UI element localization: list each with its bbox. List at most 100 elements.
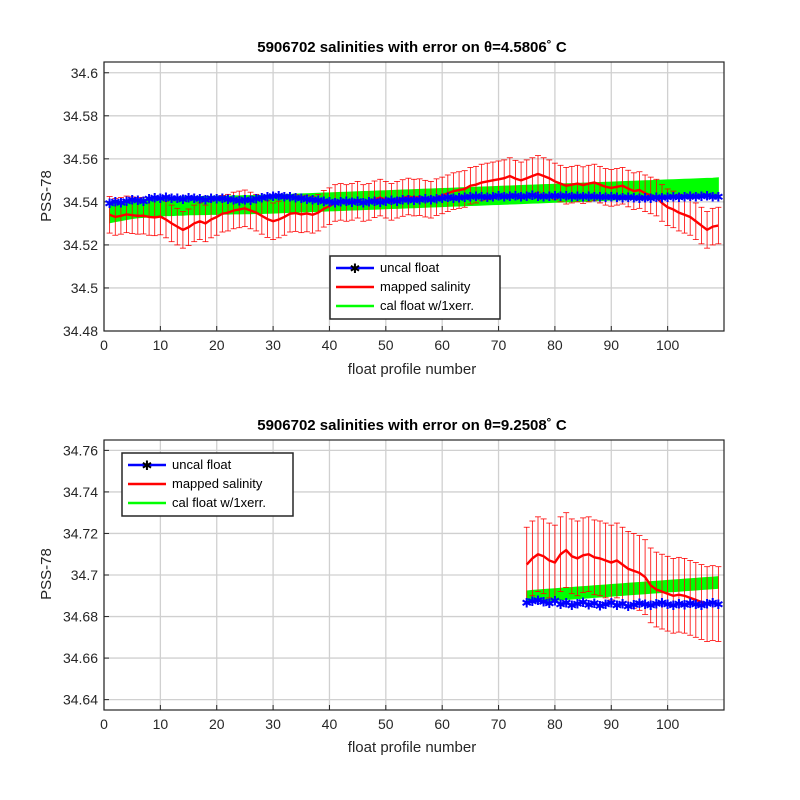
top-uncal-float-point: ✱ — [471, 190, 482, 205]
top-axes-box — [103, 61, 725, 332]
bottom-x-tick-label: 50 — [378, 716, 394, 732]
top-uncal-float-point: ✱ — [268, 190, 279, 205]
top-uncal-float-point: ✱ — [245, 194, 256, 209]
top-x-tick-label: 10 — [153, 337, 169, 353]
top-uncal-float-point: ✱ — [437, 192, 448, 207]
bottom-x-tick-label: 70 — [491, 716, 507, 732]
bottom-x-tick-label: 100 — [656, 716, 680, 732]
bottom-x-tick-label: 0 — [100, 716, 108, 732]
top-uncal-float-point: ✱ — [239, 193, 250, 208]
top-uncal-float-point: ✱ — [369, 195, 380, 210]
top-y-axis-label: PSS-78 — [38, 170, 55, 222]
top-uncal-float-point: ✱ — [256, 192, 267, 207]
top-uncal-float-point: ✱ — [533, 190, 544, 205]
bottom-y-tick-label: 34.76 — [63, 442, 98, 458]
top-uncal-float-point: ✱ — [296, 192, 307, 207]
top-uncal-float-line — [109, 194, 719, 205]
top-uncal-float-point: ✱ — [707, 190, 718, 205]
bottom-mapped-salinity-line — [525, 548, 719, 606]
top-uncal-float-point: ✱ — [634, 192, 645, 207]
top-x-axis-label: float profile number — [348, 361, 476, 378]
top-uncal-float-point: ✱ — [645, 192, 656, 207]
top-uncal-float-point: ✱ — [611, 191, 622, 206]
top-uncal-float-point: ✱ — [651, 191, 662, 206]
bottom-uncal-float-point: ✱ — [690, 598, 701, 613]
bottom-salinity-panel: 5906702 salinities with error on θ=9.250… — [38, 417, 725, 756]
top-legend: ✱ uncal float mapped salinity cal float … — [329, 255, 501, 320]
top-uncal-float-point: ✱ — [414, 194, 425, 209]
bottom-uncal-float-point: ✱ — [673, 598, 684, 613]
top-x-tick-label: 50 — [378, 337, 394, 353]
bottom-uncal-float-point: ✱ — [544, 597, 555, 612]
top-uncal-float-point: ✱ — [189, 192, 200, 207]
top-uncal-float-point: ✱ — [572, 190, 583, 205]
top-uncal-float-point: ✱ — [352, 195, 363, 210]
bottom-x-axis-label: float profile number — [348, 739, 476, 756]
bottom-uncal-float-point: ✱ — [696, 599, 707, 614]
bottom-uncal-float-point: ✱ — [640, 598, 651, 613]
top-uncal-float-point: ✱ — [583, 190, 594, 205]
top-uncal-float-point: ✱ — [211, 193, 222, 208]
top-uncal-float-point: ✱ — [273, 189, 284, 204]
top-uncal-float-point: ✱ — [132, 194, 143, 209]
top-x-tick-label: 100 — [656, 337, 680, 353]
top-uncal-float-point: ✱ — [549, 189, 560, 204]
top-y-tick-label: 34.6 — [71, 65, 98, 81]
bottom-uncal-float-point: ✱ — [583, 598, 594, 613]
bottom-uncal-float-point: ✱ — [578, 596, 589, 611]
bottom-uncal-float-point: ✱ — [645, 599, 656, 614]
top-uncal-float-point: ✱ — [144, 193, 155, 208]
bottom-y-tick-label: 34.66 — [63, 650, 98, 666]
top-uncal-float-point: ✱ — [420, 193, 431, 208]
bottom-uncal-float-point: ✱ — [538, 596, 549, 611]
top-uncal-float-point: ✱ — [482, 191, 493, 206]
top-uncal-float-point: ✱ — [409, 194, 420, 209]
bottom-x-tick-label: 40 — [322, 716, 338, 732]
bottom-x-tick-label: 60 — [434, 716, 450, 732]
top-uncal-float-point: ✱ — [623, 191, 634, 206]
top-x-tick-label: 80 — [547, 337, 563, 353]
top-uncal-float-point: ✱ — [504, 190, 515, 205]
top-uncal-float-point: ✱ — [578, 191, 589, 206]
bottom-uncal-float-point: ✱ — [707, 596, 718, 611]
top-uncal-float-point: ✱ — [363, 195, 374, 210]
top-uncal-float-point: ✱ — [516, 190, 527, 205]
top-uncal-float-point: ✱ — [673, 191, 684, 206]
top-uncal-float-point: ✱ — [200, 193, 211, 208]
top-uncal-float-point: ✱ — [290, 192, 301, 207]
top-x-tick-label: 30 — [265, 337, 281, 353]
top-uncal-float-point: ✱ — [177, 193, 188, 208]
bottom-uncal-float-point: ✱ — [572, 598, 583, 613]
top-uncal-float-point: ✱ — [679, 191, 690, 206]
top-uncal-float-point: ✱ — [690, 191, 701, 206]
top-x-tick-label: 0 — [100, 337, 108, 353]
top-uncal-float-point: ✱ — [657, 192, 668, 207]
top-uncal-float-point: ✱ — [425, 193, 436, 208]
top-x-tick-label: 60 — [434, 337, 450, 353]
top-uncal-float-point: ✱ — [696, 190, 707, 205]
top-uncal-float-point: ✱ — [341, 195, 352, 210]
top-uncal-float-point: ✱ — [234, 195, 245, 210]
bottom-x-tick-label: 90 — [603, 716, 619, 732]
top-uncal-float-point: ✱ — [561, 190, 572, 205]
bottom-uncal-float-point: ✱ — [685, 597, 696, 612]
top-uncal-float-point: ✱ — [115, 196, 126, 211]
bottom-uncal-float-point: ✱ — [589, 597, 600, 612]
top-uncal-float-point: ✱ — [595, 190, 606, 205]
top-uncal-float-point: ✱ — [600, 191, 611, 206]
top-x-tick-label: 90 — [603, 337, 619, 353]
bottom-uncal-float-point: ✱ — [668, 599, 679, 614]
top-uncal-float-point: ✱ — [324, 196, 335, 211]
bottom-uncal-float-point: ✱ — [566, 599, 577, 614]
top-uncal-float-point: ✱ — [194, 192, 205, 207]
top-uncal-float-point: ✱ — [510, 189, 521, 204]
top-uncal-float-point: ✱ — [454, 192, 465, 207]
bottom-legend-uncal-label: uncal float — [172, 457, 232, 472]
bottom-uncal-float-point: ✱ — [679, 598, 690, 613]
top-y-tick-label: 34.5 — [71, 280, 98, 296]
bottom-legend: ✱ uncal float mapped salinity cal float … — [121, 452, 294, 517]
top-uncal-float-point: ✱ — [318, 195, 329, 210]
top-legend-uncal-marker: ✱ — [350, 261, 361, 276]
top-uncal-float-point: ✱ — [448, 192, 459, 207]
bottom-y-tick-label: 34.68 — [63, 609, 98, 625]
